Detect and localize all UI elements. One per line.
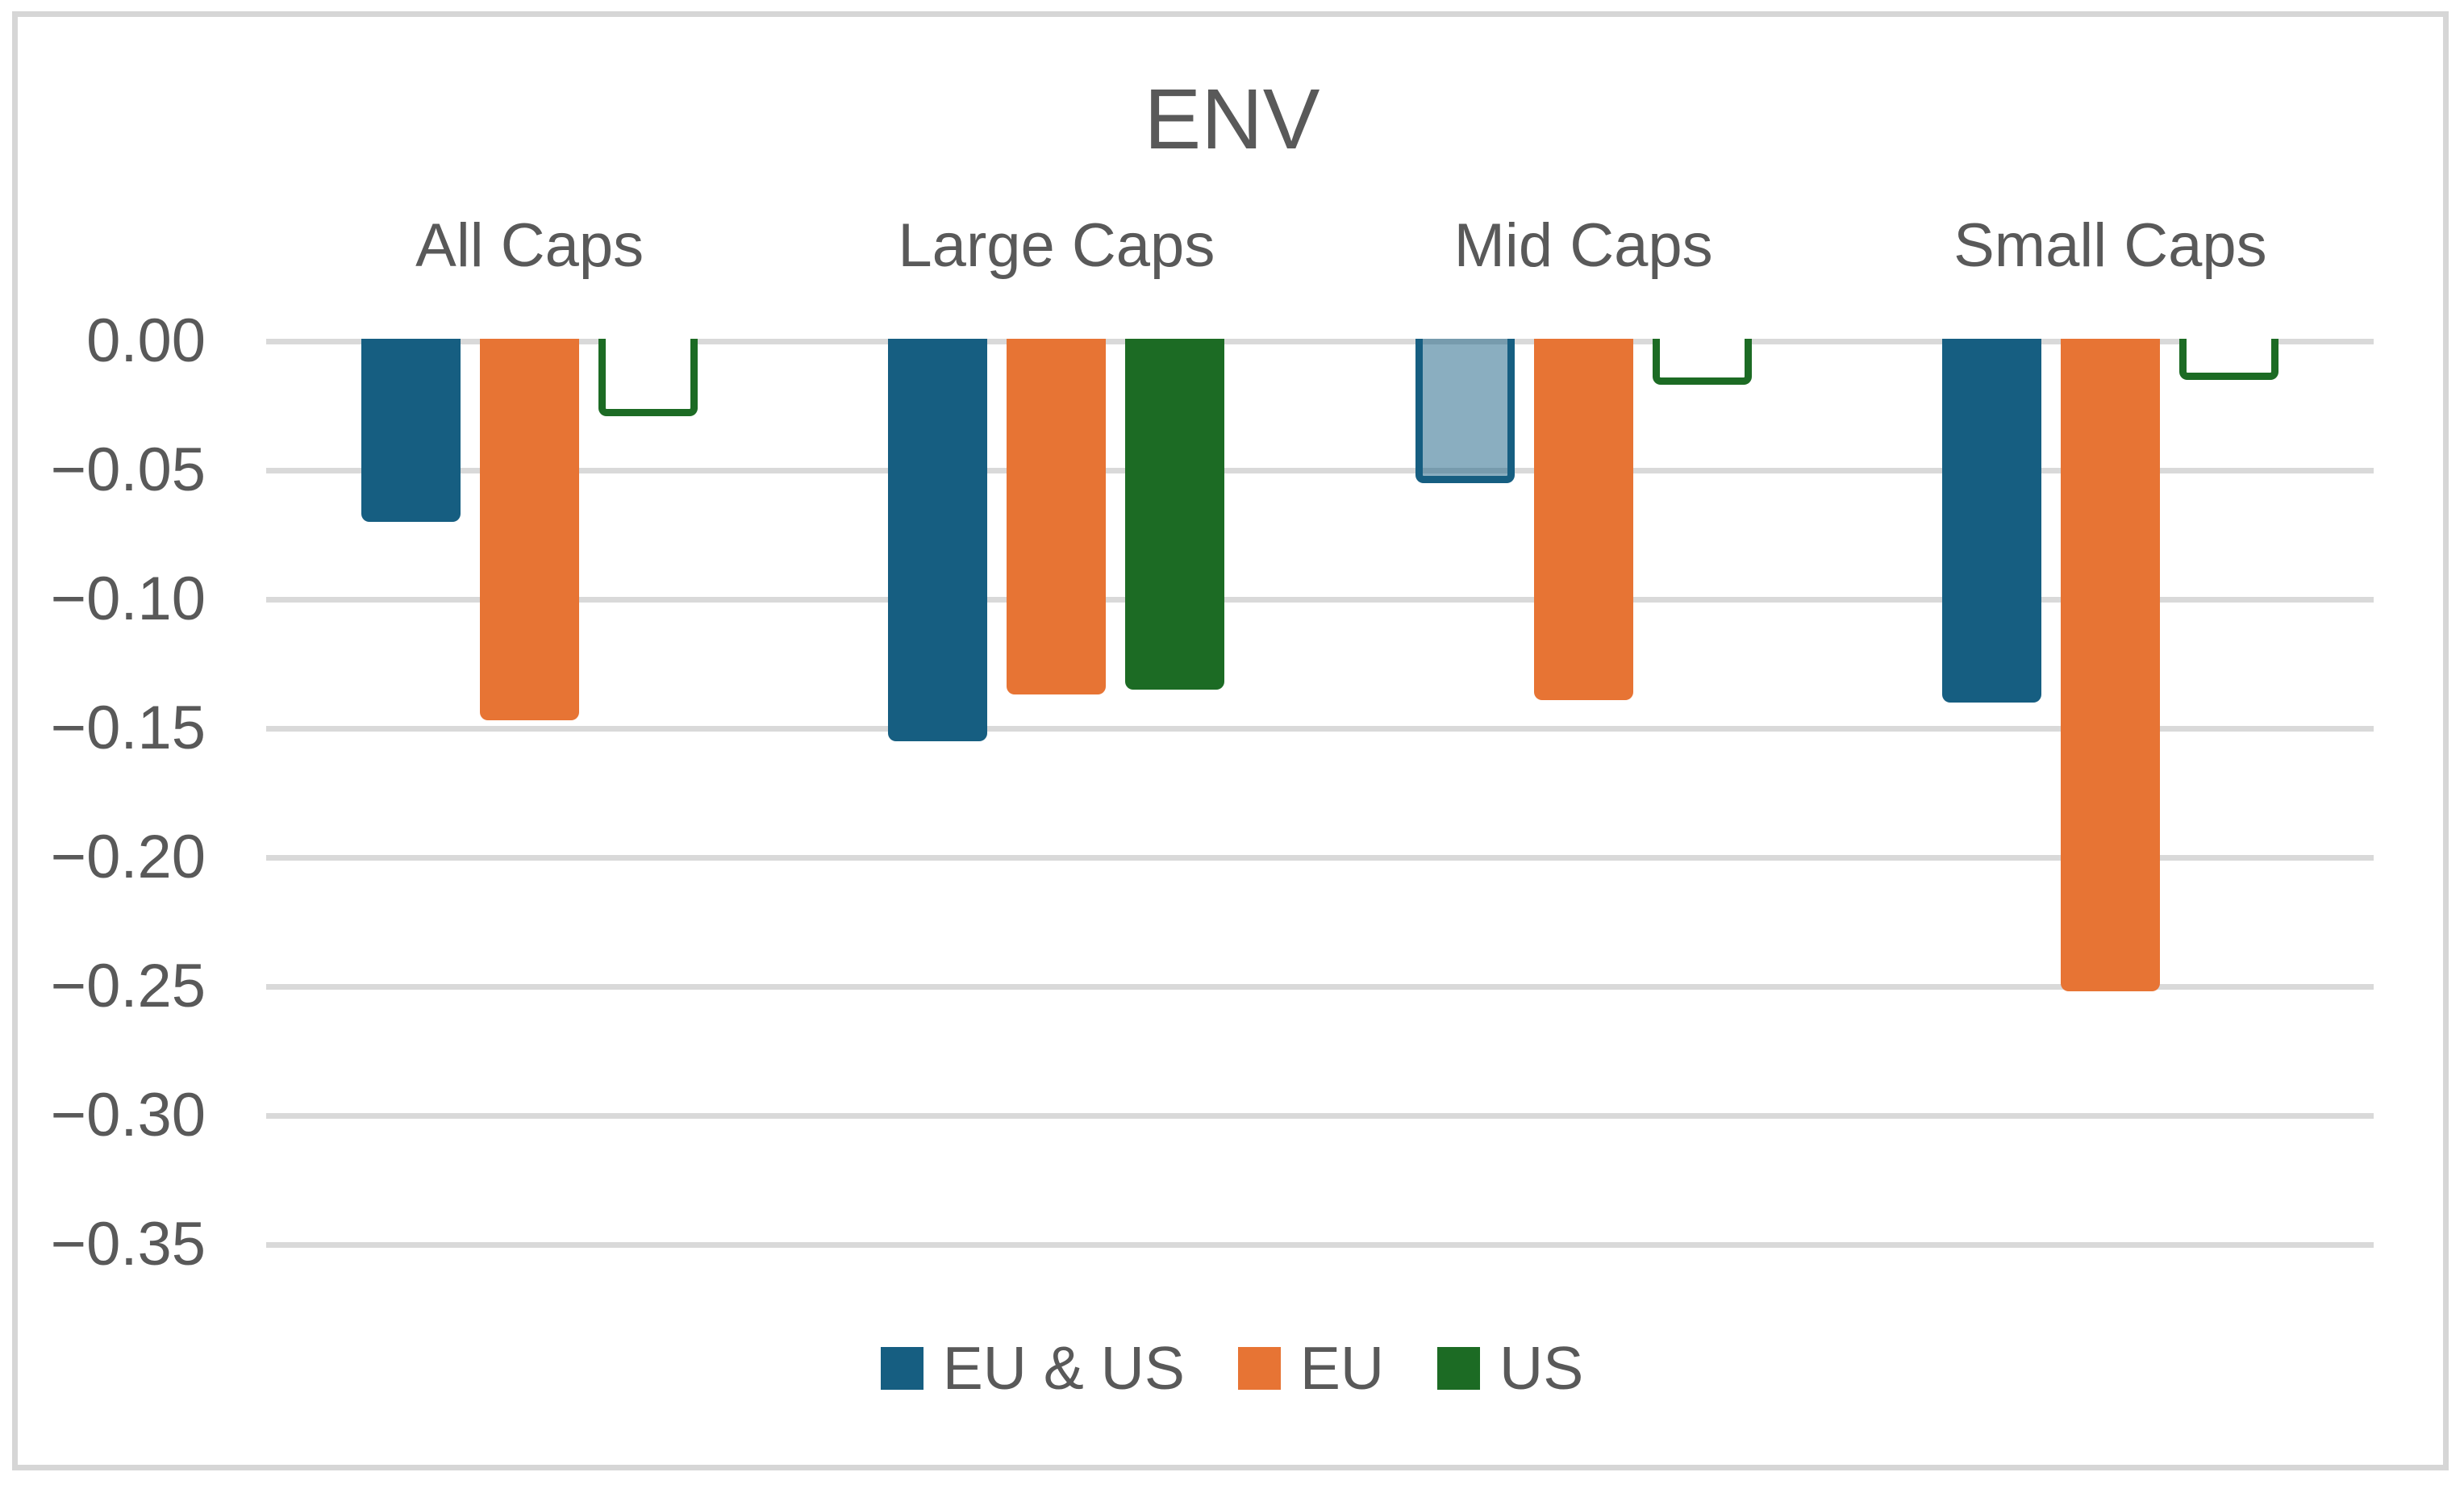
y-tick-label-4: −0.20: [50, 823, 206, 891]
legend-label-eu: EU: [1299, 1334, 1385, 1402]
bar-eu-small-caps: [2061, 339, 2160, 991]
legend-label-us: US: [1499, 1334, 1584, 1402]
gridline-3: [266, 725, 2374, 732]
y-tick-label-5: −0.25: [50, 952, 206, 1020]
bar-us-large-caps: [1125, 339, 1224, 690]
y-tick-label-0: 0.00: [86, 307, 206, 375]
chart-title: ENV: [1144, 72, 1320, 167]
y-tick-label-1: −0.05: [50, 436, 206, 504]
bar-eu-all-caps: [480, 339, 579, 720]
gridline-2: [266, 596, 2374, 603]
category-label-mid-caps: Mid Caps: [1453, 211, 1713, 280]
legend-item-us: US: [1437, 1333, 1583, 1403]
legend-label-eu-us: EU & US: [942, 1334, 1185, 1402]
gridline-1: [266, 467, 2374, 473]
bar-eu-large-caps: [1007, 339, 1106, 694]
y-tick-label-7: −0.35: [50, 1210, 206, 1278]
legend: EU & US EU US: [0, 1331, 2464, 1405]
legend-item-eu-us: EU & US: [880, 1333, 1185, 1403]
y-tick-label-3: −0.15: [50, 694, 206, 762]
bar-eu-us-small-caps: [1942, 339, 2041, 703]
bar-us-mid-caps: [1653, 339, 1752, 385]
category-label-large-caps: Large Caps: [898, 211, 1215, 280]
legend-item-eu: EU: [1237, 1333, 1385, 1403]
category-label-small-caps: Small Caps: [1953, 211, 2267, 280]
gridline-5: [266, 983, 2374, 990]
legend-swatch-us: [1437, 1346, 1481, 1390]
legend-swatch-eu-us: [880, 1346, 923, 1390]
chart-frame: [12, 11, 2449, 1470]
bar-eu-us-mid-caps: [1415, 339, 1515, 483]
gridline-0: [266, 338, 2374, 344]
gridline-7: [266, 1241, 2374, 1248]
legend-swatch-eu: [1237, 1346, 1281, 1390]
bar-eu-mid-caps: [1534, 339, 1633, 700]
bar-eu-us-all-caps: [361, 339, 461, 522]
bar-eu-us-large-caps: [888, 339, 987, 741]
gridline-4: [266, 854, 2374, 861]
y-tick-label-6: −0.30: [50, 1081, 206, 1149]
bar-us-small-caps: [2179, 339, 2278, 380]
category-label-all-caps: All Caps: [415, 211, 644, 280]
y-tick-label-2: −0.10: [50, 565, 206, 633]
gridline-6: [266, 1112, 2374, 1119]
bar-us-all-caps: [598, 339, 698, 416]
